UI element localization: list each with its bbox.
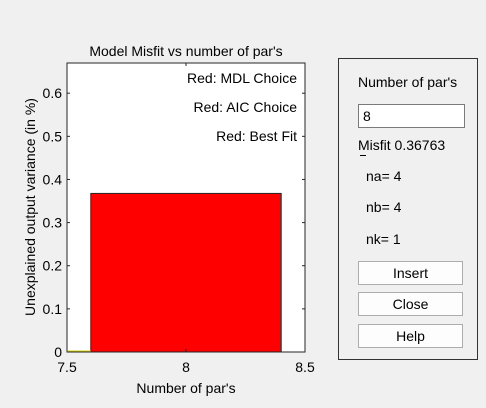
legend-text-0: Red: MDL Choice [187,70,297,86]
legend-text-1: Red: AIC Choice [194,99,298,115]
y-axis-label: Unexplained output variance (in %) [22,98,38,316]
number-of-pars-input[interactable] [358,104,465,128]
nk-label: nk= 1 [366,231,401,247]
y-tick-label-1: 0.1 [43,301,63,317]
insert-button[interactable]: Insert [358,261,463,285]
nb-label: nb= 4 [366,199,402,215]
y-tick-label-2: 0.2 [43,258,63,274]
x-ticks: 7.5 8 8.5 [57,63,315,375]
y-tick-label-4: 0.4 [43,171,63,187]
legend-text-2: Red: Best Fit [216,128,297,144]
x-axis-label: Number of par's [136,380,235,396]
misfit-underline [360,155,366,156]
order-selection-panel: Number of par's Misfit 0.36763 na= 4 nb=… [338,58,478,360]
close-button[interactable]: Close [358,292,463,316]
y-tick-label-0: 0 [54,344,62,360]
y-tick-label-3: 0.3 [43,215,63,231]
help-button[interactable]: Help [358,324,463,348]
panel-title: Number of par's [358,74,458,90]
y-ticks: 0 0.1 0.2 0.3 0.4 0.5 0.6 [43,85,305,360]
chart-title: Model Misfit vs number of par's [89,43,282,59]
misfit-label: Misfit 0.36763 [358,137,446,153]
x-tick-label-1: 8 [182,359,190,375]
na-label: na= 4 [366,168,402,184]
legend-texts: Red: MDL Choice Red: AIC Choice Red: Best … [187,70,297,144]
bar-0 [90,192,282,353]
bars-layer [68,192,282,353]
x-tick-label-0: 7.5 [57,359,77,375]
y-tick-label-5: 0.5 [43,128,63,144]
y-tick-label-6: 0.6 [43,85,63,101]
x-tick-label-2: 8.5 [295,359,315,375]
